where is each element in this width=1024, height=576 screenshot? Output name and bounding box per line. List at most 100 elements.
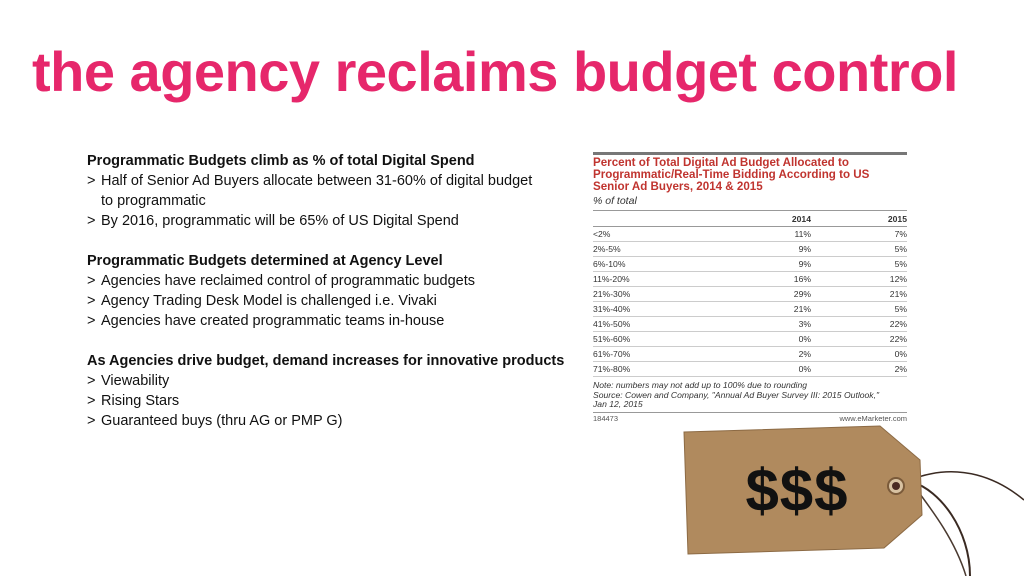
table-row: 11%-20% 16% 12% [593,271,907,287]
table-note: Note: numbers may not add up to 100% due… [593,380,907,413]
bullet-text: Agency Trading Desk Model is challenged … [101,291,437,311]
section-heading: As Agencies drive budget, demand increas… [87,353,565,369]
bullet-line: Agencies have reclaimed control of progr… [101,273,475,289]
table-column-header: 2014 [713,211,811,227]
table-row: 71%-80% 0% 2% [593,361,907,377]
bullet-text: Half of Senior Ad Buyers allocate betwee… [101,171,532,211]
bullet-marker: > [87,313,96,329]
table-note-line: Note: numbers may not add up to 100% due… [593,380,808,390]
bullet-line: Guaranteed buys (thru AG or PMP G) [101,413,343,429]
table-cell: 71%-80% [593,361,713,377]
table-row: 31%-40% 21% 5% [593,301,907,317]
table-note-line: Jan 12, 2015 [593,399,643,409]
table-title-line: Senior Ad Buyers, 2014 & 2015 [593,180,763,193]
table-row: <2% 11% 7% [593,226,907,242]
bullet-text: Viewability [101,371,169,391]
table-cell: 22% [811,331,907,347]
bullet-marker: > [87,393,96,409]
table-cell: 0% [713,361,811,377]
bullet-marker: > [87,213,96,229]
bullet-text: By 2016, programmatic will be 65% of US … [101,211,459,231]
table-cell: 0% [811,346,907,362]
table-footer: 184473 www.eMarketer.com [593,414,907,423]
table-row: 6%-10% 9% 5% [593,256,907,272]
bullet-marker: > [87,413,96,429]
table-row: 21%-30% 29% 21% [593,286,907,302]
tag-body [684,426,922,554]
table-note-line: Source: Cowen and Company, "Annual Ad Bu… [593,389,880,400]
bullet-line: Half of Senior Ad Buyers allocate betwee… [101,173,533,189]
left-text-column: Programmatic Budgets climb as % of total… [87,151,587,431]
table-cell: 21% [713,301,811,317]
section-gap [87,231,587,251]
table-footer-id: 184473 [593,413,619,423]
table-cell: 5% [811,256,907,272]
slide-title: the agency reclaims budget control [32,40,958,103]
table-cell: 7% [811,226,907,242]
table-cell: <2% [593,226,713,242]
section-gap [87,331,587,351]
table-cell: 21% [811,286,907,302]
table-cell: 22% [811,316,907,332]
table-cell: 21%-30% [593,286,713,302]
bullet-item: > Rising Stars [87,391,587,411]
bullet-line: Rising Stars [101,393,180,409]
table-cell: 2% [713,346,811,362]
table-cell: 3% [713,316,811,332]
section-heading: Programmatic Budgets determined at Agenc… [87,253,443,269]
bullet-marker: > [87,173,96,189]
bullet-line: Agencies have created programmatic teams… [101,313,445,329]
bullet-text: Agencies have created programmatic teams… [101,311,444,331]
table-cell: 12% [811,271,907,287]
table-cell: 31%-40% [593,301,713,317]
bullet-item: > Agency Trading Desk Model is challenged… [87,291,587,311]
bullet-item: > Viewability [87,371,587,391]
data-table: 2014 2015 <2% 11% 7% 2%-5% 9% 5% 6%-10% 9% 5% 11%-… [593,211,907,377]
bullet-line: By 2016, programmatic will be 65% of US … [101,213,459,229]
table-cell: 11% [713,226,811,242]
table-row: 61%-70% 2% 0% [593,346,907,362]
bullet-line: Agency Trading Desk Model is challenged … [101,293,437,309]
bullet-item: > Half of Senior Ad Buyers allocate betwe… [87,171,587,211]
bullet-text: Agencies have reclaimed control of progr… [101,271,475,291]
section-heading: Programmatic Budgets climb as % of total… [87,153,475,169]
table-cell: 2% [811,361,907,377]
table-title: Percent of Total Digital Ad Budget Alloc… [593,152,907,193]
table-cell: 2%-5% [593,241,713,257]
table-row: 41%-50% 3% 22% [593,316,907,332]
bullet-marker: > [87,293,96,309]
table-cell: 51%-60% [593,331,713,347]
table-cell: 6%-10% [593,256,713,272]
table-header-row: 2014 2015 [593,211,907,227]
price-tag-image [683,425,1024,576]
bullet-marker: > [87,273,96,289]
table-title-line: Programmatic/Real-Time Bidding According… [593,168,870,181]
price-tag-text: $$$ [745,457,849,524]
table-column-header: 2015 [811,211,907,227]
table-column-header [593,211,713,227]
emarketer-table: Percent of Total Digital Ad Budget Alloc… [593,152,907,423]
table-title-line: Percent of Total Digital Ad Budget Alloc… [593,156,849,169]
table-cell: 9% [713,241,811,257]
table-cell: 0% [713,331,811,347]
bullet-marker: > [87,373,96,389]
table-cell: 41%-50% [593,316,713,332]
table-row: 2%-5% 9% 5% [593,241,907,257]
bullet-line: to programmatic [101,193,206,209]
table-subtitle: % of total [593,195,907,211]
table-row: 51%-60% 0% 22% [593,331,907,347]
table-cell: 29% [713,286,811,302]
table-cell: 61%-70% [593,346,713,362]
bullet-item: > Agencies have created programmatic team… [87,311,587,331]
table-cell: 16% [713,271,811,287]
bullet-line: Viewability [101,373,170,389]
table-cell: 9% [713,256,811,272]
bullet-text: Rising Stars [101,391,179,411]
table-cell: 5% [811,241,907,257]
bullet-text: Guaranteed buys (thru AG or PMP G) [101,411,343,431]
bullet-item: > Guaranteed buys (thru AG or PMP G) [87,411,587,431]
bullet-item: > By 2016, programmatic will be 65% of US… [87,211,587,231]
table-cell: 11%-20% [593,271,713,287]
table-footer-site: www.eMarketer.com [839,413,907,423]
bullet-item: > Agencies have reclaimed control of prog… [87,271,587,291]
